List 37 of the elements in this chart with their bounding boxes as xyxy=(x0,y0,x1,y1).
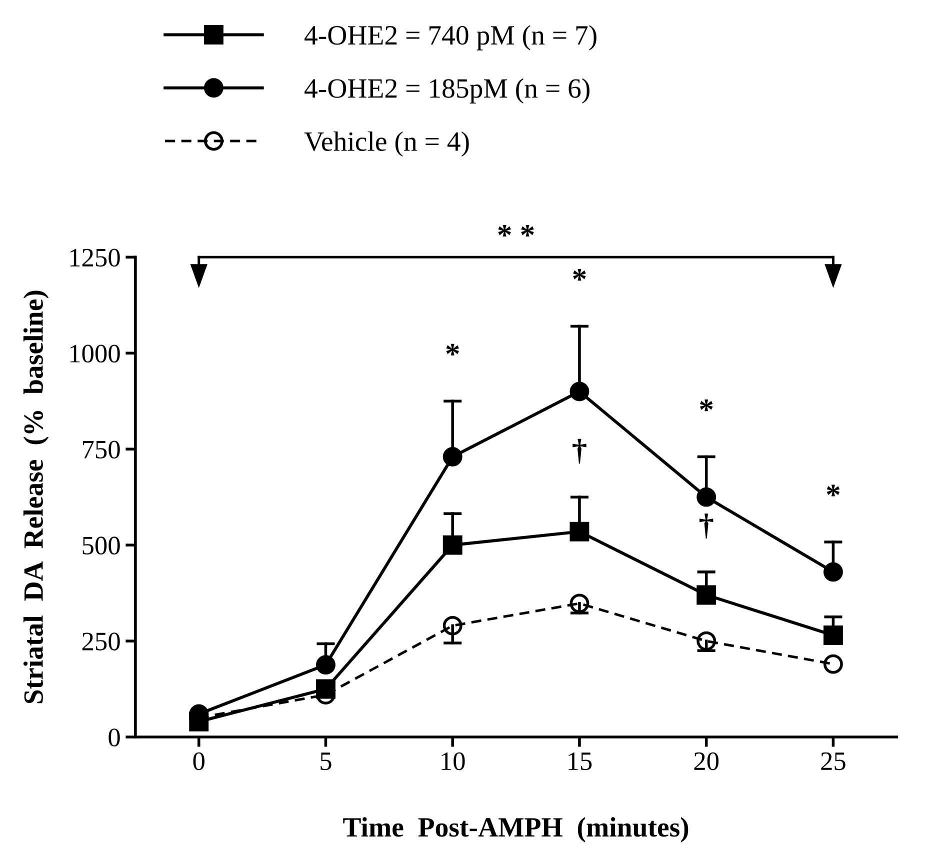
text: * * xyxy=(498,224,534,236)
x-tick-label: 25 xyxy=(821,752,846,770)
annotation: * xyxy=(826,484,840,496)
annotation: † xyxy=(572,438,586,464)
point xyxy=(696,631,716,651)
y-tick-label: 1250 xyxy=(70,248,120,267)
x-tick-label: 15 xyxy=(568,752,592,770)
x-tick-label: 20 xyxy=(694,752,719,770)
y-tick-label: 250 xyxy=(82,632,120,650)
point xyxy=(696,585,716,605)
y-tick-label: 500 xyxy=(82,536,120,554)
y-axis-title: Striatal DA Release (% baseline) xyxy=(23,290,49,704)
point xyxy=(570,382,590,402)
point xyxy=(570,522,590,542)
point xyxy=(696,487,716,507)
y-tick-label: 0 xyxy=(108,728,120,746)
annotation: * xyxy=(700,400,713,412)
legend-label: 4-OHE2 = 740 pM (n = 7) xyxy=(304,25,596,50)
point xyxy=(442,616,462,636)
y-tick-label: 1000 xyxy=(70,344,120,363)
point xyxy=(316,655,336,675)
point xyxy=(823,626,843,645)
x-tick-label: 10 xyxy=(442,752,465,770)
y-tick-label: 750 xyxy=(83,440,120,459)
x-axis-title: Time Post-AMPH (minutes) xyxy=(343,817,688,842)
annotation: * xyxy=(573,269,586,281)
x-tick-label: 0 xyxy=(193,752,204,770)
point xyxy=(442,535,462,555)
legend-label: Vehicle (n = 4) xyxy=(304,131,469,157)
point xyxy=(570,594,590,614)
point xyxy=(823,562,843,582)
point xyxy=(442,447,462,467)
point xyxy=(823,654,843,674)
annotation: * xyxy=(446,344,459,356)
x-tick-label: 5 xyxy=(320,752,332,770)
legend-label: 4-OHE2 = 185pM (n = 6) xyxy=(304,78,590,104)
annotation: † xyxy=(699,514,714,538)
